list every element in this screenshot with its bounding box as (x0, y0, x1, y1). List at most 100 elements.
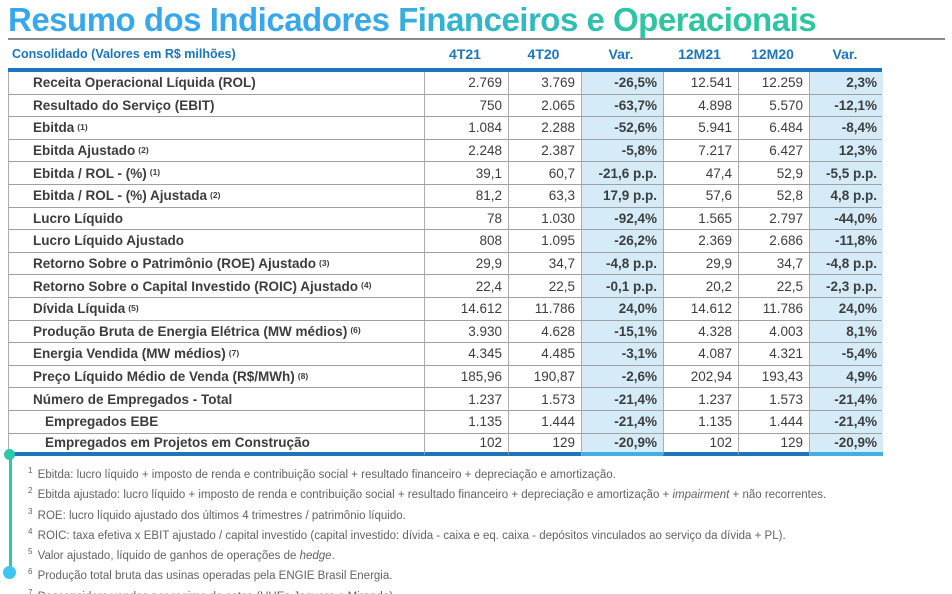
value-cell: 29,9 (663, 252, 738, 275)
footnote: 6 Produção total bruta das usinas operad… (28, 567, 393, 583)
variation-cell: -21,6 p.p. (581, 162, 663, 184)
variation-cell: -44,0% (809, 207, 883, 230)
value-cell: 1.135 (424, 410, 508, 433)
row-label: Empregados em Projetos em Construção (9, 434, 424, 457)
variation-cell: 4,9% (809, 365, 883, 388)
value-cell: 1.135 (663, 410, 738, 433)
footnote: 5 Valor ajustado, líquido de ganhos de o… (28, 547, 335, 562)
footnote: 3 ROE: lucro líquido ajustado dos último… (28, 506, 406, 522)
row-label: Lucro Líquido (33, 210, 123, 226)
variation-cell: 24,0% (581, 297, 663, 320)
value-cell: 22,5 (738, 275, 809, 297)
table-row: Preço Líquido Médio de Venda (R$/MWh) (8)… (8, 365, 883, 389)
row-label: Resultado do Serviço (EBIT) (33, 97, 215, 113)
table-row: Ebitda / ROL - (%) Ajustada (2) 81,2 63,3 17… (8, 184, 883, 208)
variation-cell: 8,1% (809, 320, 883, 343)
value-cell: 34,7 (738, 252, 809, 275)
variation-cell: -20,9% (581, 433, 663, 457)
value-cell: 7.217 (663, 139, 738, 162)
variation-cell: 12,3% (809, 139, 883, 162)
variation-cell: -2,6% (581, 365, 663, 388)
value-cell: 185,96 (424, 365, 508, 388)
value-cell: 1.573 (508, 388, 581, 410)
row-label: Dívida Líquida (5) (33, 301, 139, 317)
value-cell: 3.930 (424, 320, 508, 343)
value-cell: 190,87 (508, 365, 581, 388)
table-row: Ebitda (1) 1.084 2.288 -52,6% 5.941 6.484 -8,4% (8, 117, 883, 140)
row-label: Preço Líquido Médio de Venda (R$/MWh) (8) (33, 369, 309, 385)
table-body: Receita Operacional Líquida (ROL) 2.769 3.… (8, 68, 883, 457)
table-row: Dívida Líquida (5) 14.612 11.786 24,0% 14.612… (8, 297, 883, 321)
value-cell: 2.065 (508, 94, 581, 117)
table-row: Número de Empregados - Total 1.237 1.573 -2… (8, 388, 883, 411)
value-cell: 29,9 (424, 252, 508, 275)
value-cell: 5.570 (738, 94, 809, 117)
variation-cell: -21,4% (809, 388, 883, 410)
value-cell: 4.345 (424, 343, 508, 365)
variation-cell: -63,7% (581, 94, 663, 117)
value-cell: 60,7 (508, 162, 581, 184)
value-cell: 47,4 (663, 162, 738, 184)
variation-cell: -0,1 p.p. (581, 275, 663, 297)
table-row: Ebitda / ROL - (%) (1) 39,1 60,7 -21,6 p.p. 4… (8, 162, 883, 185)
value-cell: 129 (738, 433, 809, 457)
value-cell: 12.541 (663, 72, 738, 94)
footnote: 4 ROIC: taxa efetiva x EBIT ajustado / c… (28, 526, 786, 542)
variation-cell: 2,3% (809, 72, 883, 94)
variation-cell: -5,5 p.p. (809, 162, 883, 184)
value-cell: 129 (508, 433, 581, 457)
value-cell: 11.786 (508, 297, 581, 320)
value-cell: 4.003 (738, 320, 809, 343)
page-title-text: Resumo dos Indicadores Financeiros e Ope… (8, 1, 817, 38)
value-cell: 1.030 (508, 207, 581, 230)
value-cell: 11.786 (738, 297, 809, 320)
value-cell: 2.797 (738, 207, 809, 230)
variation-cell: -92,4% (581, 207, 663, 230)
column-header-12m20: 12M20 (751, 46, 794, 62)
row-label: Empregados EBE (45, 414, 159, 430)
variation-cell: -26,2% (581, 230, 663, 252)
column-header-var-year: Var. (832, 46, 858, 62)
row-label: Energia Vendida (MW médios) (7) (33, 346, 240, 362)
value-cell: 2.369 (663, 230, 738, 252)
variation-cell: 17,9 p.p. (581, 184, 663, 207)
value-cell: 12.259 (738, 72, 809, 94)
value-cell: 4.898 (663, 94, 738, 117)
value-cell: 22,5 (508, 275, 581, 297)
value-cell: 2.288 (508, 117, 581, 139)
variation-cell: -3,1% (581, 343, 663, 365)
column-header-4t21: 4T21 (449, 46, 481, 62)
value-cell: 1.573 (738, 388, 809, 410)
value-cell: 52,9 (738, 162, 809, 184)
footnote: 7 Desconsidera vendas por regime de cota… (28, 587, 396, 594)
value-cell: 102 (663, 433, 738, 457)
table-row: Retorno Sobre o Capital Investido (ROIC)… (8, 275, 883, 298)
table-row: Receita Operacional Líquida (ROL) 2.769 3.… (8, 72, 883, 95)
table-header-row: Consolidado (Valores em R$ milhões) 4T21… (8, 40, 882, 68)
value-cell: 750 (424, 94, 508, 117)
value-cell: 2.769 (424, 72, 508, 94)
table-corner-label: Consolidado (Valores em R$ milhões) (12, 47, 236, 61)
value-cell: 14.612 (424, 297, 508, 320)
table-row: Energia Vendida (MW médios) (7) 4.345 4.485… (8, 343, 883, 366)
value-cell: 6.484 (738, 117, 809, 139)
variation-cell: 4,8 p.p. (809, 184, 883, 207)
variation-cell: -52,6% (581, 117, 663, 139)
value-cell: 2.387 (508, 139, 581, 162)
table-row: Lucro Líquido 78 1.030 -92,4% 1.565 2.797 -44,… (8, 207, 883, 231)
value-cell: 78 (424, 207, 508, 230)
table-row: Resultado do Serviço (EBIT) 750 2.065 -63,7… (8, 94, 883, 118)
row-label: Retorno Sobre o Patrimônio (ROE) Ajustad… (33, 256, 330, 272)
value-cell: 6.427 (738, 139, 809, 162)
row-label: Número de Empregados - Total (33, 391, 233, 407)
row-label: Ebitda Ajustado (2) (33, 143, 149, 159)
value-cell: 3.769 (508, 72, 581, 94)
column-header-var-quarter: Var. (608, 46, 634, 62)
value-cell: 193,43 (738, 365, 809, 388)
value-cell: 1.237 (663, 388, 738, 410)
table-row: Ebitda Ajustado (2) 2.248 2.387 -5,8% 7.217 6.… (8, 139, 883, 163)
row-label: Retorno Sobre o Capital Investido (ROIC)… (33, 278, 372, 294)
column-header-4t20: 4T20 (527, 46, 560, 62)
variation-cell: -12,1% (809, 94, 883, 117)
